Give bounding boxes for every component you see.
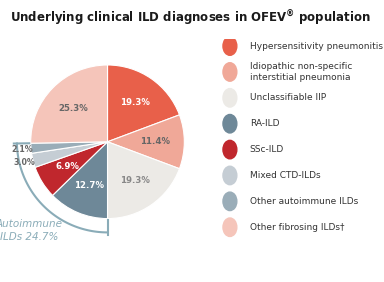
- Text: 19.3%: 19.3%: [120, 98, 150, 107]
- Text: Autoimmune
ILDs 24.7%: Autoimmune ILDs 24.7%: [0, 219, 63, 242]
- Wedge shape: [108, 142, 179, 219]
- Text: 2.1%: 2.1%: [11, 145, 33, 154]
- Text: 11.4%: 11.4%: [140, 137, 170, 146]
- Wedge shape: [53, 142, 108, 219]
- Wedge shape: [31, 142, 108, 153]
- Circle shape: [223, 114, 237, 133]
- Text: Idiopathic non-specific
interstitial pneumonia: Idiopathic non-specific interstitial pne…: [250, 62, 352, 82]
- Text: Mixed CTD-ILDs: Mixed CTD-ILDs: [250, 171, 320, 180]
- Text: Other fibrosing ILDs†: Other fibrosing ILDs†: [250, 223, 344, 232]
- Circle shape: [223, 218, 237, 237]
- Circle shape: [223, 140, 237, 159]
- Wedge shape: [108, 65, 179, 142]
- Text: 6.9%: 6.9%: [55, 162, 79, 171]
- Circle shape: [223, 166, 237, 185]
- Circle shape: [223, 192, 237, 211]
- Text: 25.3%: 25.3%: [59, 104, 88, 113]
- Text: RA-ILD: RA-ILD: [250, 119, 279, 128]
- Circle shape: [223, 89, 237, 107]
- Wedge shape: [108, 115, 184, 169]
- Circle shape: [223, 63, 237, 81]
- Text: Hypersensitivity pneumonitis: Hypersensitivity pneumonitis: [250, 41, 383, 50]
- Circle shape: [223, 37, 237, 55]
- Wedge shape: [31, 142, 108, 167]
- Text: 12.7%: 12.7%: [74, 181, 104, 190]
- Text: 19.3%: 19.3%: [120, 177, 150, 185]
- Text: Other autoimmune ILDs: Other autoimmune ILDs: [250, 197, 358, 206]
- Text: Underlying clinical ILD diagnoses in OFEV$^\mathregular{\circledR}$ population: Underlying clinical ILD diagnoses in OFE…: [10, 8, 371, 27]
- Wedge shape: [35, 142, 108, 195]
- Text: Unclassifiable IIP: Unclassifiable IIP: [250, 93, 326, 102]
- Text: SSc-ILD: SSc-ILD: [250, 145, 284, 154]
- Text: 3.0%: 3.0%: [13, 158, 35, 167]
- Wedge shape: [31, 65, 108, 143]
